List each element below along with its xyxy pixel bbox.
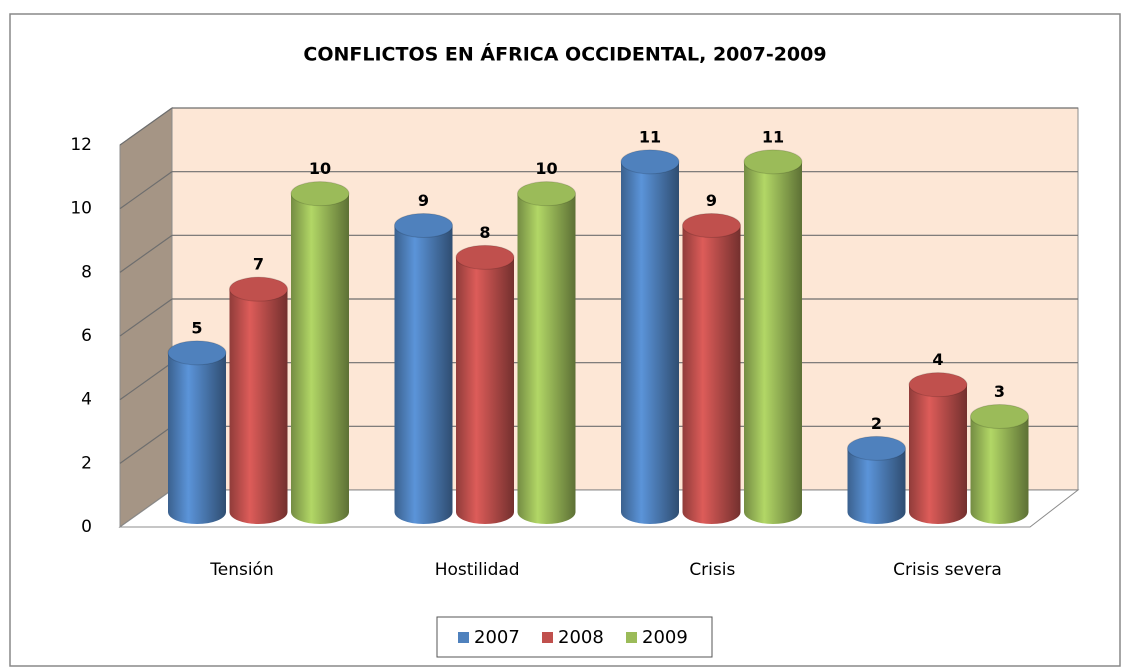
floor	[118, 489, 1080, 528]
bar-top	[229, 276, 288, 302]
side-grid-line	[119, 107, 173, 146]
value-label: 7	[253, 255, 264, 274]
bar-top	[517, 181, 576, 207]
side-grid-line	[119, 362, 173, 401]
value-label: 9	[706, 191, 717, 210]
legend-swatch	[458, 632, 469, 643]
bar	[229, 289, 288, 524]
side-grid-line	[119, 171, 173, 210]
bar	[744, 161, 802, 525]
side-grid-line	[119, 425, 173, 464]
bar	[517, 193, 576, 524]
value-label: 11	[639, 127, 661, 146]
bar	[847, 448, 906, 524]
legend-swatch	[626, 632, 637, 643]
legend	[436, 616, 713, 658]
value-label: 5	[191, 318, 202, 337]
bar-top	[970, 404, 1029, 429]
bar	[168, 352, 226, 524]
bar-top	[682, 213, 741, 238]
y-tick-label: 6	[81, 326, 92, 346]
value-label: 3	[994, 382, 1005, 401]
bar	[456, 257, 514, 524]
legend-label: 2009	[642, 627, 688, 648]
bar	[394, 225, 453, 524]
bar	[621, 161, 679, 525]
bar-top	[394, 213, 453, 238]
y-tick-label: 10	[70, 199, 92, 219]
y-tick-label: 0	[81, 517, 92, 537]
value-label: 4	[932, 350, 943, 369]
value-label: 9	[418, 191, 429, 210]
bar	[291, 193, 349, 524]
bar-top	[290, 181, 350, 207]
bar-top	[620, 149, 680, 175]
x-tick-label: Tensión	[209, 560, 273, 580]
chart-title: CONFLICTOS EN ÁFRICA OCCIDENTAL, 2007-20…	[303, 43, 826, 66]
value-label: 8	[479, 223, 490, 242]
bar-top	[743, 149, 803, 175]
value-label: 10	[309, 159, 331, 178]
side-grid-line	[119, 234, 173, 273]
x-tick-label: Crisis	[689, 560, 735, 580]
value-label: 10	[535, 159, 557, 178]
bar-top	[167, 340, 227, 366]
bar-top	[455, 244, 515, 270]
bar-top	[847, 435, 906, 461]
legend-swatch	[542, 632, 553, 643]
y-tick-label: 2	[81, 453, 92, 473]
legend-label: 2007	[474, 627, 520, 648]
value-label: 2	[871, 414, 882, 433]
bar-top	[908, 372, 968, 398]
y-tick-label: 12	[70, 135, 92, 155]
y-tick-label: 8	[81, 262, 92, 282]
bar	[970, 416, 1029, 524]
value-label: 11	[762, 127, 784, 146]
bar	[682, 225, 741, 524]
legend-label: 2008	[558, 627, 604, 648]
side-grid-line	[119, 298, 173, 337]
bar	[909, 384, 967, 524]
x-tick-label: Hostilidad	[435, 560, 520, 580]
x-tick-label: Crisis severa	[893, 560, 1002, 580]
y-tick-label: 4	[81, 390, 92, 410]
